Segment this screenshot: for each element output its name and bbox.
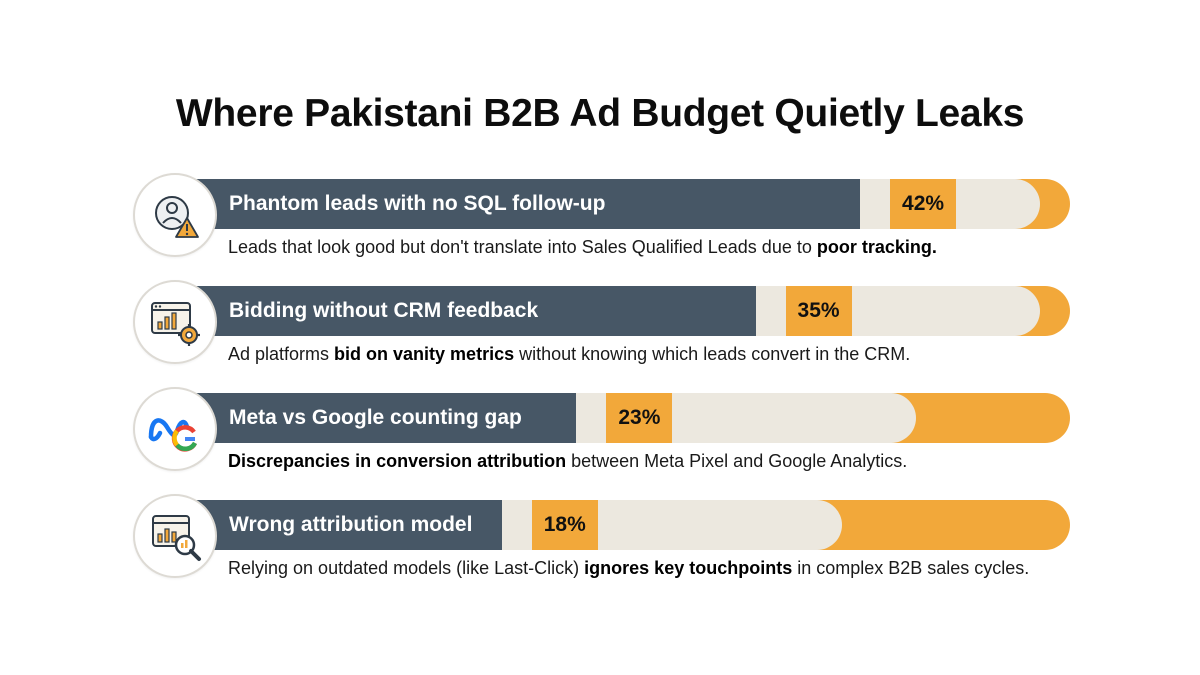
bar-row-meta-google: Meta vs Google counting gap 23% Discrepa… xyxy=(0,387,1200,493)
bar-label: Meta vs Google counting gap xyxy=(229,406,522,429)
bar-value-label: 35% xyxy=(797,299,840,322)
bar-track xyxy=(168,500,1070,550)
user-warning-icon xyxy=(155,196,199,238)
bar-label: Phantom leads with no SQL follow-up xyxy=(229,192,606,215)
bar-dark-segment xyxy=(168,286,786,336)
bar-value-segment xyxy=(606,393,673,443)
meta-google-icon xyxy=(148,418,198,452)
bar-value-label: 42% xyxy=(902,192,945,215)
icon-badge xyxy=(133,280,217,364)
bar-value-segment xyxy=(890,179,957,229)
bar-value-segment xyxy=(785,286,852,336)
bar-row-attribution: Wrong attribution model 18% Relying on o… xyxy=(0,494,1200,600)
icon-badge xyxy=(133,387,217,471)
bar-row-bidding-crm: Bidding without CRM feedback 35% Ad plat… xyxy=(0,280,1200,386)
dashboard-gear-icon xyxy=(151,302,200,346)
bar-value-segment xyxy=(531,500,598,550)
bar-description: Discrepancies in conversion attribution … xyxy=(228,451,908,471)
bar-dark-segment xyxy=(168,393,607,443)
icon-badge xyxy=(133,494,217,578)
bar-track xyxy=(168,179,1070,229)
bar-row-phantom-leads: Phantom leads with no SQL follow-up 42% … xyxy=(0,173,1200,279)
bar-description: Ad platforms bid on vanity metrics witho… xyxy=(228,344,911,364)
bar-label: Wrong attribution model xyxy=(229,513,473,536)
bar-dark-segment xyxy=(168,179,891,229)
bar-description: Leads that look good but don't translate… xyxy=(228,237,937,257)
bar-value-label: 18% xyxy=(543,513,586,536)
bar-track xyxy=(168,286,1070,336)
page-title: Where Pakistani B2B Ad Budget Quietly Le… xyxy=(175,92,1025,135)
bar-label: Bidding without CRM feedback xyxy=(229,299,539,322)
icon-badge xyxy=(133,173,217,257)
chart-magnifier-icon xyxy=(152,515,201,561)
bar-track xyxy=(168,393,1070,443)
bar-dark-segment xyxy=(168,500,532,550)
bar-description: Relying on outdated models (like Last-Cl… xyxy=(228,558,1030,578)
bar-value-label: 23% xyxy=(618,406,661,429)
